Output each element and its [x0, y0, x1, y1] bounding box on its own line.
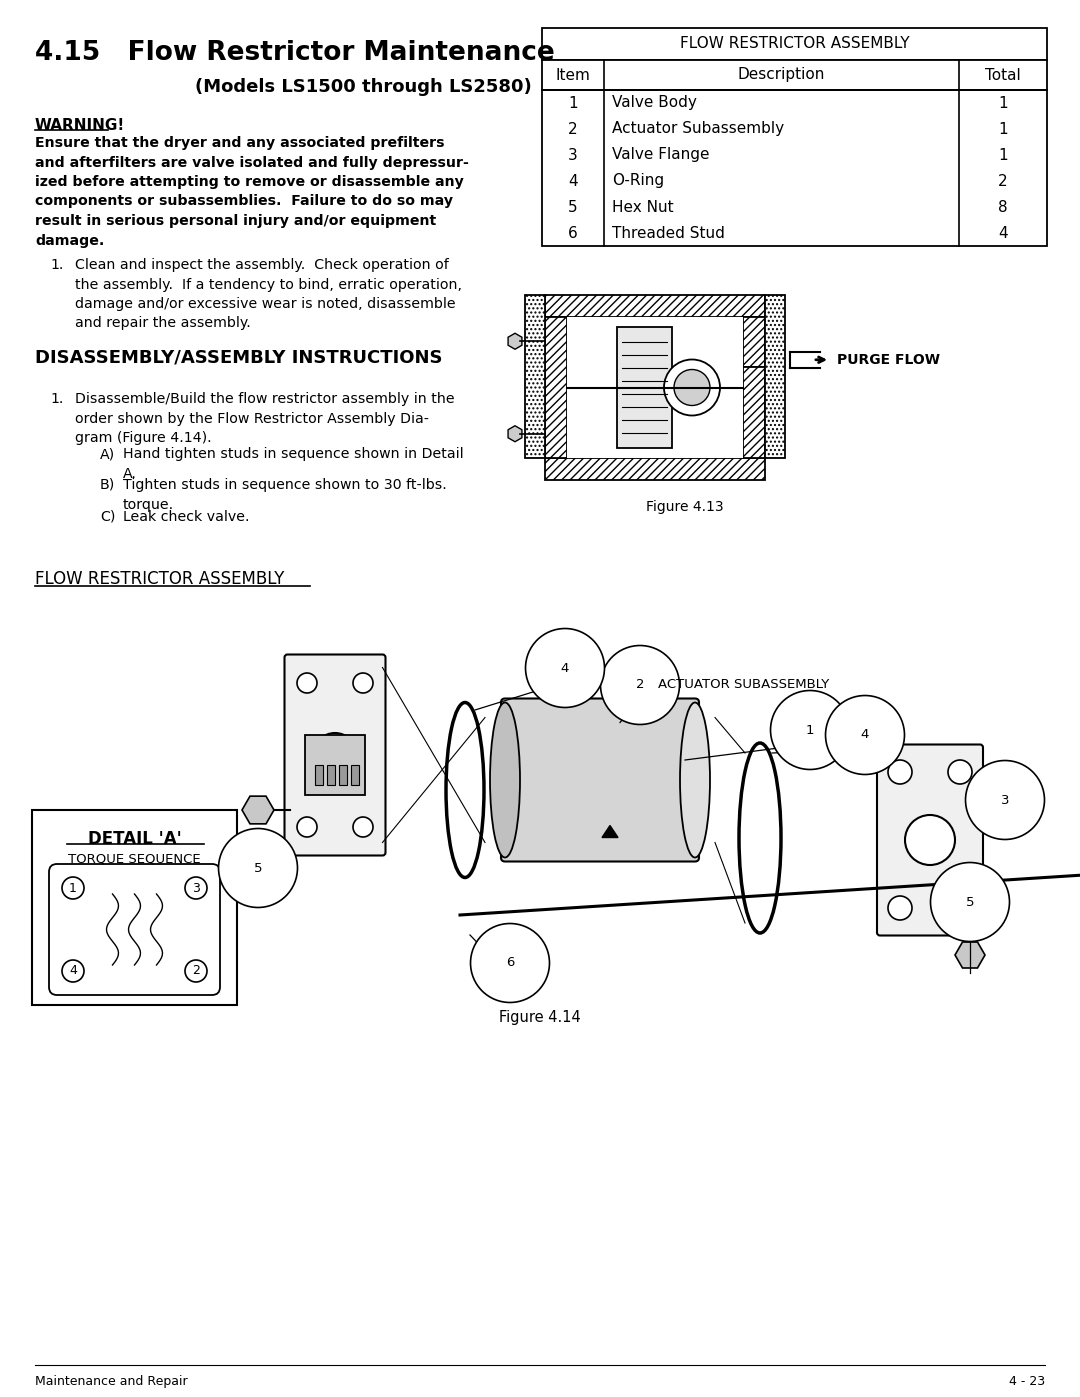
- Text: Clean and inspect the assembly.  Check operation of
the assembly.  If a tendency: Clean and inspect the assembly. Check op…: [75, 258, 462, 331]
- Text: 4.15   Flow Restrictor Maintenance: 4.15 Flow Restrictor Maintenance: [35, 41, 555, 66]
- Text: PURGE FLOW: PURGE FLOW: [837, 353, 940, 367]
- Text: Hand tighten studs in sequence shown in Detail
A.: Hand tighten studs in sequence shown in …: [123, 447, 463, 481]
- Text: C): C): [100, 510, 116, 524]
- Text: 1: 1: [998, 122, 1008, 137]
- Text: Disassemble/Build the flow restrictor assembly in the
order shown by the Flow Re: Disassemble/Build the flow restrictor as…: [75, 393, 455, 446]
- Text: 1: 1: [568, 95, 578, 110]
- Bar: [542, 89, 1047, 246]
- Bar: [315, 766, 323, 785]
- Circle shape: [948, 760, 972, 784]
- Text: A): A): [100, 447, 116, 461]
- Text: TORQUE SEQUENCE: TORQUE SEQUENCE: [68, 852, 201, 865]
- Bar: [542, 60, 1047, 89]
- Bar: [305, 735, 365, 795]
- Bar: [743, 367, 765, 458]
- Text: FLOW RESTRICTOR ASSEMBLY: FLOW RESTRICTOR ASSEMBLY: [679, 36, 909, 52]
- FancyBboxPatch shape: [284, 655, 386, 855]
- Text: 5: 5: [966, 895, 974, 908]
- Text: 4: 4: [998, 225, 1008, 240]
- Text: 4: 4: [568, 173, 578, 189]
- Bar: [525, 295, 545, 458]
- Circle shape: [297, 673, 318, 693]
- Text: Hex Nut: Hex Nut: [612, 200, 674, 215]
- Text: 1: 1: [998, 148, 1008, 162]
- Text: 6: 6: [505, 957, 514, 970]
- Ellipse shape: [490, 703, 519, 858]
- Text: 4: 4: [561, 662, 569, 675]
- Bar: [339, 766, 347, 785]
- Text: Total: Total: [985, 67, 1021, 82]
- Bar: [327, 766, 335, 785]
- Bar: [567, 317, 743, 458]
- Text: 5: 5: [254, 862, 262, 875]
- Bar: [617, 327, 672, 448]
- Text: O-Ring: O-Ring: [612, 173, 664, 189]
- Ellipse shape: [680, 703, 710, 858]
- Circle shape: [297, 817, 318, 837]
- Circle shape: [674, 369, 710, 405]
- Text: DETAIL 'A': DETAIL 'A': [87, 830, 181, 848]
- Text: 4 - 23: 4 - 23: [1009, 1375, 1045, 1389]
- Text: Tighten studs in sequence shown to 30 ft-lbs.
torque.: Tighten studs in sequence shown to 30 ft…: [123, 478, 447, 511]
- FancyBboxPatch shape: [49, 863, 220, 995]
- Text: 1: 1: [69, 882, 77, 894]
- Text: Item: Item: [555, 67, 591, 82]
- Bar: [545, 295, 765, 317]
- Text: 1.: 1.: [50, 258, 64, 272]
- Circle shape: [905, 814, 955, 865]
- Text: 1: 1: [998, 95, 1008, 110]
- Text: 1: 1: [806, 724, 814, 736]
- Text: 6: 6: [568, 225, 578, 240]
- Circle shape: [664, 359, 720, 415]
- Text: Ensure that the dryer and any associated prefilters
and afterfilters are valve i: Ensure that the dryer and any associated…: [35, 136, 469, 247]
- Bar: [32, 810, 237, 1004]
- Bar: [545, 458, 765, 481]
- Text: Leak check valve.: Leak check valve.: [123, 510, 249, 524]
- Text: B): B): [100, 478, 116, 492]
- Text: (Models LS1500 through LS2580): (Models LS1500 through LS2580): [195, 78, 531, 96]
- Text: 1.: 1.: [50, 393, 64, 407]
- Text: Figure 4.13: Figure 4.13: [646, 500, 724, 514]
- Circle shape: [185, 960, 207, 982]
- FancyBboxPatch shape: [501, 698, 699, 862]
- Bar: [542, 28, 1047, 60]
- Text: FLOW RESTRICTOR ASSEMBLY: FLOW RESTRICTOR ASSEMBLY: [35, 570, 284, 588]
- Circle shape: [888, 895, 912, 921]
- Circle shape: [185, 877, 207, 900]
- Text: 4: 4: [861, 728, 869, 742]
- Text: 2: 2: [568, 122, 578, 137]
- Text: 2: 2: [636, 679, 645, 692]
- Text: DISASSEMBLY/ASSEMBLY INSTRUCTIONS: DISASSEMBLY/ASSEMBLY INSTRUCTIONS: [35, 348, 443, 366]
- Text: Figure 4.14: Figure 4.14: [499, 1010, 581, 1025]
- Text: Valve Flange: Valve Flange: [612, 148, 710, 162]
- Text: Actuator Subassembly: Actuator Subassembly: [612, 122, 784, 137]
- Bar: [351, 766, 359, 785]
- Text: 3: 3: [1001, 793, 1009, 806]
- Circle shape: [353, 673, 373, 693]
- Circle shape: [62, 960, 84, 982]
- Text: 2: 2: [998, 173, 1008, 189]
- Text: WARNING!: WARNING!: [35, 117, 125, 133]
- Bar: [743, 317, 765, 367]
- Circle shape: [888, 760, 912, 784]
- Circle shape: [948, 895, 972, 921]
- Text: 4: 4: [69, 964, 77, 978]
- Circle shape: [62, 877, 84, 900]
- Bar: [545, 317, 567, 458]
- Text: 2: 2: [192, 964, 200, 978]
- Text: Valve Body: Valve Body: [612, 95, 697, 110]
- FancyBboxPatch shape: [877, 745, 983, 936]
- Text: Description: Description: [738, 67, 825, 82]
- Polygon shape: [602, 826, 618, 837]
- Text: 3: 3: [568, 148, 578, 162]
- Text: Threaded Stud: Threaded Stud: [612, 225, 725, 240]
- Bar: [765, 295, 785, 458]
- Text: 3: 3: [192, 882, 200, 894]
- Circle shape: [313, 733, 357, 777]
- Text: Maintenance and Repair: Maintenance and Repair: [35, 1375, 188, 1389]
- Circle shape: [353, 817, 373, 837]
- Text: ACTUATOR SUBASSEMBLY: ACTUATOR SUBASSEMBLY: [658, 679, 829, 692]
- Text: 8: 8: [998, 200, 1008, 215]
- Text: 5: 5: [568, 200, 578, 215]
